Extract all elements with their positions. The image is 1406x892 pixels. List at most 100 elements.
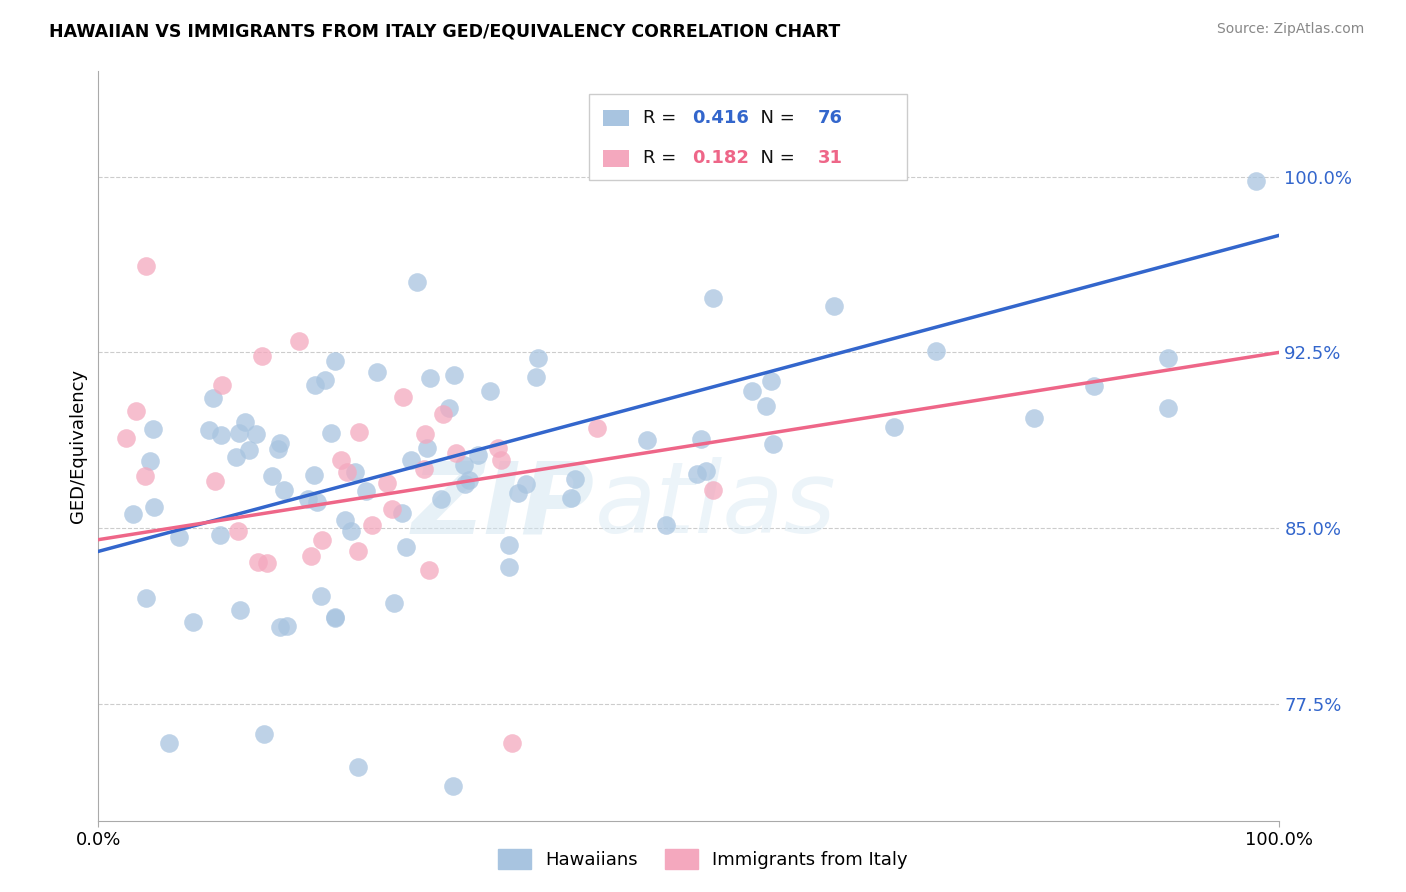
- Point: [135, 259, 157, 273]
- Point: [262, 469, 284, 483]
- Point: [209, 428, 232, 442]
- Point: [114, 431, 136, 445]
- Point: [304, 468, 326, 483]
- Point: [323, 354, 346, 368]
- Text: atlas: atlas: [595, 458, 837, 555]
- Point: [395, 540, 418, 554]
- Point: [527, 351, 550, 365]
- Point: [453, 458, 475, 473]
- Point: [245, 426, 267, 441]
- Point: [250, 349, 273, 363]
- Point: [347, 544, 370, 558]
- Point: [323, 610, 346, 624]
- Point: [488, 442, 510, 456]
- Point: [654, 518, 676, 533]
- Point: [702, 292, 724, 306]
- Point: [489, 452, 512, 467]
- Text: 0.416: 0.416: [693, 109, 749, 127]
- Point: [340, 524, 363, 538]
- Point: [375, 476, 398, 491]
- Point: [399, 452, 422, 467]
- Point: [269, 620, 291, 634]
- Point: [506, 485, 529, 500]
- Point: [266, 442, 288, 456]
- Text: N =: N =: [749, 109, 800, 127]
- Point: [685, 467, 707, 481]
- Point: [309, 590, 332, 604]
- Text: 76: 76: [818, 109, 842, 127]
- Point: [142, 422, 165, 436]
- Text: R =: R =: [643, 109, 682, 127]
- Point: [695, 464, 717, 478]
- Point: [269, 435, 291, 450]
- Point: [498, 538, 520, 552]
- Point: [344, 465, 367, 479]
- Point: [354, 484, 377, 499]
- Point: [228, 425, 250, 440]
- Point: [333, 513, 356, 527]
- Point: [238, 443, 260, 458]
- Point: [228, 524, 250, 538]
- Point: [304, 378, 326, 392]
- Point: [419, 370, 441, 384]
- Point: [458, 473, 481, 487]
- Point: [307, 494, 329, 508]
- Point: [1157, 401, 1180, 415]
- Point: [314, 373, 336, 387]
- Point: [1157, 351, 1180, 365]
- FancyBboxPatch shape: [589, 94, 907, 180]
- Point: [1022, 410, 1045, 425]
- Point: [299, 549, 322, 563]
- Point: [1244, 174, 1267, 188]
- Text: ZIP: ZIP: [412, 458, 595, 555]
- Point: [382, 596, 405, 610]
- Point: [883, 420, 905, 434]
- Point: [287, 334, 309, 349]
- Point: [297, 491, 319, 506]
- Point: [406, 275, 429, 289]
- Point: [560, 491, 582, 506]
- Point: [311, 533, 333, 548]
- Point: [564, 472, 586, 486]
- Point: [139, 454, 162, 468]
- Point: [225, 450, 247, 464]
- Text: 31: 31: [818, 150, 842, 168]
- Point: [391, 506, 413, 520]
- Point: [366, 365, 388, 379]
- Point: [636, 433, 658, 447]
- FancyBboxPatch shape: [603, 150, 628, 167]
- Point: [762, 436, 785, 450]
- Point: [925, 343, 948, 358]
- Text: R =: R =: [643, 150, 682, 168]
- Point: [501, 736, 523, 750]
- Point: [167, 530, 190, 544]
- Point: [498, 560, 520, 574]
- Text: N =: N =: [749, 150, 800, 168]
- Text: HAWAIIAN VS IMMIGRANTS FROM ITALY GED/EQUIVALENCY CORRELATION CHART: HAWAIIAN VS IMMIGRANTS FROM ITALY GED/EQ…: [49, 22, 841, 40]
- Point: [381, 501, 404, 516]
- Point: [741, 384, 763, 398]
- Point: [208, 528, 231, 542]
- Point: [229, 603, 252, 617]
- Text: 0.182: 0.182: [693, 150, 749, 168]
- Point: [347, 760, 370, 774]
- Point: [181, 615, 204, 629]
- Y-axis label: GED/Equivalency: GED/Equivalency: [69, 369, 87, 523]
- Point: [702, 483, 724, 497]
- Point: [273, 483, 295, 497]
- Point: [361, 517, 384, 532]
- Point: [233, 415, 256, 429]
- Point: [418, 563, 440, 577]
- Point: [349, 425, 371, 439]
- Point: [454, 477, 477, 491]
- Point: [323, 611, 346, 625]
- Point: [246, 555, 269, 569]
- Point: [256, 556, 278, 570]
- Point: [319, 425, 342, 440]
- Point: [586, 421, 609, 435]
- Point: [121, 507, 143, 521]
- Point: [413, 427, 436, 442]
- Text: Source: ZipAtlas.com: Source: ZipAtlas.com: [1216, 22, 1364, 37]
- Point: [392, 390, 415, 404]
- Point: [329, 452, 352, 467]
